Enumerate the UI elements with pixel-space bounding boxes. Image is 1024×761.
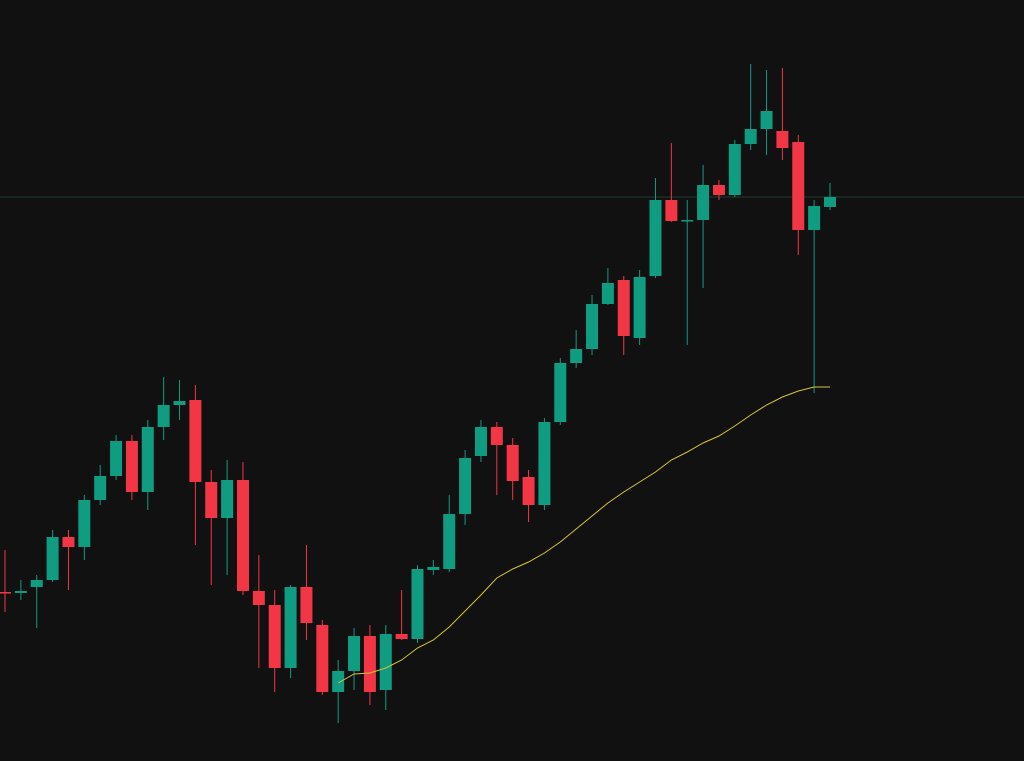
candle-body <box>379 634 392 690</box>
candle-body <box>62 537 75 547</box>
candle-body <box>268 605 281 668</box>
candle-body <box>395 634 408 639</box>
candle-body <box>252 591 265 605</box>
candle-body <box>348 636 361 671</box>
candle-body <box>157 405 170 427</box>
candle-body <box>681 220 694 222</box>
candle-body <box>474 427 487 456</box>
candle-body <box>0 592 11 594</box>
moving-average-line <box>337 386 830 684</box>
candle-body <box>443 514 456 569</box>
candle-body <box>808 206 821 230</box>
candle-body <box>633 277 646 338</box>
candle-body <box>173 401 186 405</box>
candle-body <box>141 427 154 492</box>
candle-body <box>776 131 789 148</box>
candle-body <box>205 482 218 518</box>
candle-body <box>14 591 27 593</box>
candle-body <box>236 480 249 591</box>
candle-body <box>189 400 202 482</box>
candle-body <box>490 427 503 445</box>
candle-body <box>538 422 551 505</box>
candle-body <box>601 283 614 304</box>
candle-body <box>649 200 662 276</box>
candle-body <box>824 197 836 207</box>
candle-body <box>427 567 440 570</box>
candle-body <box>316 625 329 692</box>
candle-body <box>332 671 345 692</box>
candle-body <box>712 185 725 195</box>
candle-body <box>760 111 773 129</box>
candle-body <box>284 587 297 668</box>
candle-body <box>411 569 424 639</box>
candle-body <box>665 200 678 221</box>
candle-body <box>459 458 472 514</box>
candle-body <box>363 636 376 692</box>
candle-body <box>125 441 138 492</box>
candle-body <box>792 142 805 230</box>
candle-body <box>586 304 599 349</box>
candle-body <box>506 445 519 481</box>
candle-body <box>46 537 59 580</box>
candle-body <box>570 349 583 363</box>
candle-body <box>94 476 107 500</box>
candle-body <box>78 500 91 547</box>
candle-body <box>30 580 43 587</box>
candle-body <box>522 477 535 505</box>
candle-body <box>110 441 123 476</box>
candle-body <box>221 480 234 518</box>
candle-body <box>554 363 567 422</box>
candle-body <box>617 280 630 336</box>
candle-body <box>744 129 757 144</box>
candle-body <box>728 144 741 195</box>
candle-body <box>300 587 313 623</box>
candle-body <box>697 185 710 220</box>
